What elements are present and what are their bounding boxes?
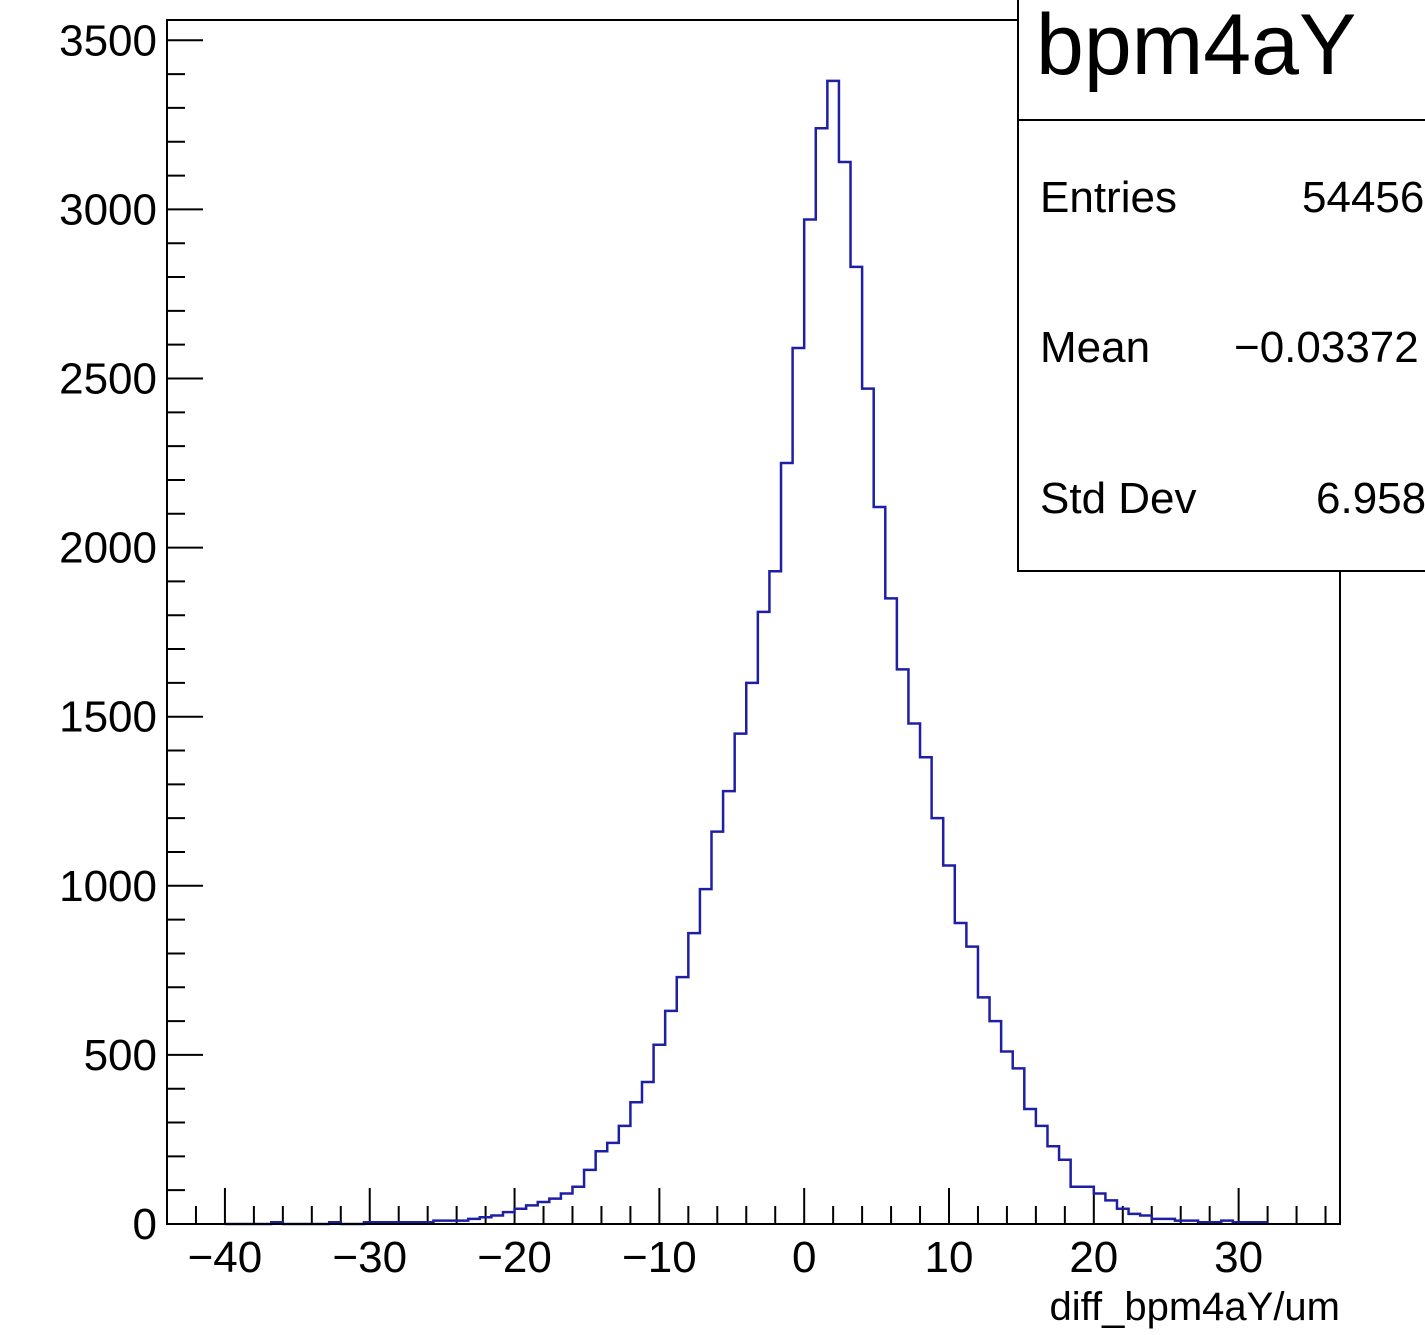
x-tick-label: 10 [925,1233,974,1282]
y-tick-label: 1500 [59,693,157,742]
stats-entries-value: 54456 [1302,173,1424,222]
stats-box-frame [1017,0,1425,572]
y-tick-label: 1000 [59,862,157,911]
x-tick-label: 30 [1214,1233,1263,1282]
stats-mean-value: −0.03372 [1234,323,1419,372]
x-tick-labels: −40 −30 −20 −10 0 10 20 30 [188,1233,1264,1282]
y-tick-label: 3500 [59,16,157,65]
stats-stddev-label: Std Dev [1040,474,1197,523]
plot-frame [166,19,1341,1225]
stats-entries-label: Entries [1040,173,1177,222]
y-tick-label: 2000 [59,524,157,573]
x-tick-label: −20 [477,1233,552,1282]
stats-mean-label: Mean [1040,323,1150,372]
stats-stddev-value: 6.958 [1316,474,1425,523]
x-axis-title: diff_bpm4aY/um [1049,1285,1340,1329]
y-tick-label: 500 [84,1031,157,1080]
y-tick-label: 3000 [59,185,157,234]
histogram-series-line [224,79,1268,1226]
stats-box-title: bpm4aY [1036,0,1356,93]
y-tick-label: 0 [133,1200,157,1249]
x-tick-label: 20 [1069,1233,1118,1282]
x-tick-label: −10 [622,1233,697,1282]
y-tick-label: 2500 [59,354,157,403]
x-tick-label: 0 [792,1233,816,1282]
y-tick-labels: 0 500 1000 1500 2000 2500 3000 3500 [59,16,157,1249]
x-tick-label: −40 [188,1233,263,1282]
x-tick-label: −30 [332,1233,407,1282]
stats-box: bpm4aY Entries 54456 Mean −0.03372 Std D… [1017,0,1425,572]
